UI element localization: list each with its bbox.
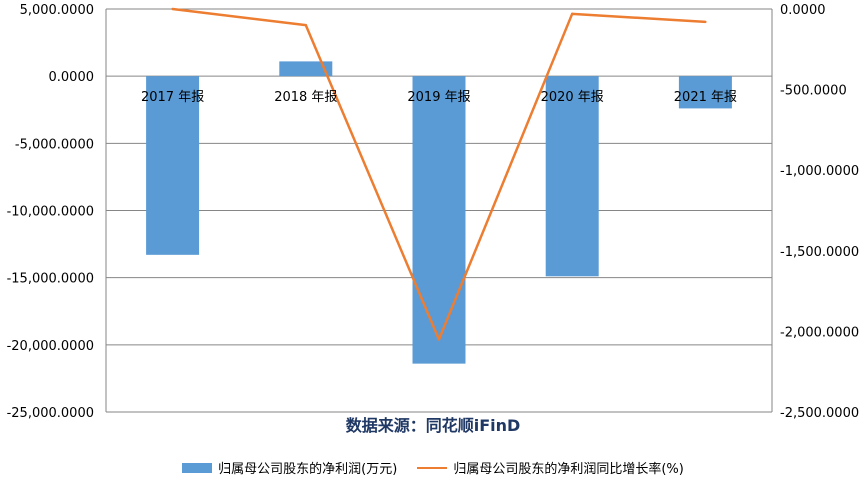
right-axis: 0.0000 -500.0000 -1,000.0000 -1,500.0000 -2,… — [771, 3, 859, 421]
left-axis-tick-label: -10,000.0000 — [7, 205, 94, 220]
line-point — [304, 23, 307, 27]
right-axis-tick-label: 0.0000 — [780, 3, 826, 18]
left-axis-tick-label: -15,000.0000 — [7, 272, 94, 287]
source-note: 数据来源：同花顺iFinD — [345, 416, 521, 435]
legend-item-net-profit: 归属母公司股东的净利润(万元) — [182, 458, 397, 477]
category-label: 2021 年报 — [674, 90, 737, 105]
line-point — [704, 20, 707, 24]
right-axis-tick-label: -500.0000 — [780, 84, 847, 99]
bar — [545, 76, 599, 277]
bar — [146, 76, 200, 255]
line-point — [171, 7, 174, 11]
bar — [279, 61, 333, 77]
category-label: 2017 年报 — [141, 90, 204, 105]
category-label: 2019 年报 — [407, 90, 470, 105]
category-label: 2018 年报 — [274, 90, 337, 105]
right-axis-tick-label: -2,500.0000 — [780, 406, 859, 421]
legend-label-growth-rate: 归属母公司股东的净利润同比增长率(%) — [453, 462, 684, 477]
left-axis-tick-label: -25,000.0000 — [7, 406, 94, 421]
left-axis: 5,000.0000 0.0000 -5,000.0000 -10,000.0000 -… — [7, 3, 107, 421]
legend-label-net-profit: 归属母公司股东的净利润(万元) — [218, 462, 398, 477]
category-label: 2020 年报 — [541, 90, 604, 105]
right-axis-tick-label: -2,000.0000 — [780, 325, 859, 340]
right-axis-tick-label: -1,000.0000 — [780, 164, 859, 179]
line-point — [571, 12, 574, 16]
bar — [678, 76, 732, 109]
line-series — [171, 7, 707, 341]
legend-item-growth-rate: 归属母公司股东的净利润同比增长率(%) — [417, 458, 684, 477]
left-axis-tick-label: 5,000.0000 — [20, 3, 94, 18]
legend-swatch-line — [417, 466, 448, 469]
legend: 归属母公司股东的净利润(万元) 归属母公司股东的净利润同比增长率(%) — [0, 458, 866, 477]
category-labels: 2017 年报 2018 年报 2019 年报 2020 年报 2021 年报 — [141, 90, 737, 105]
left-axis-tick-label: -5,000.0000 — [15, 137, 94, 152]
left-axis-tick-label: -20,000.0000 — [7, 339, 94, 354]
line-point — [437, 338, 441, 341]
right-axis-tick-label: -1,500.0000 — [780, 245, 859, 260]
bar-series — [146, 61, 732, 364]
legend-swatch-bar — [182, 462, 213, 473]
bar — [412, 76, 466, 364]
left-axis-tick-label: 0.0000 — [49, 70, 95, 85]
